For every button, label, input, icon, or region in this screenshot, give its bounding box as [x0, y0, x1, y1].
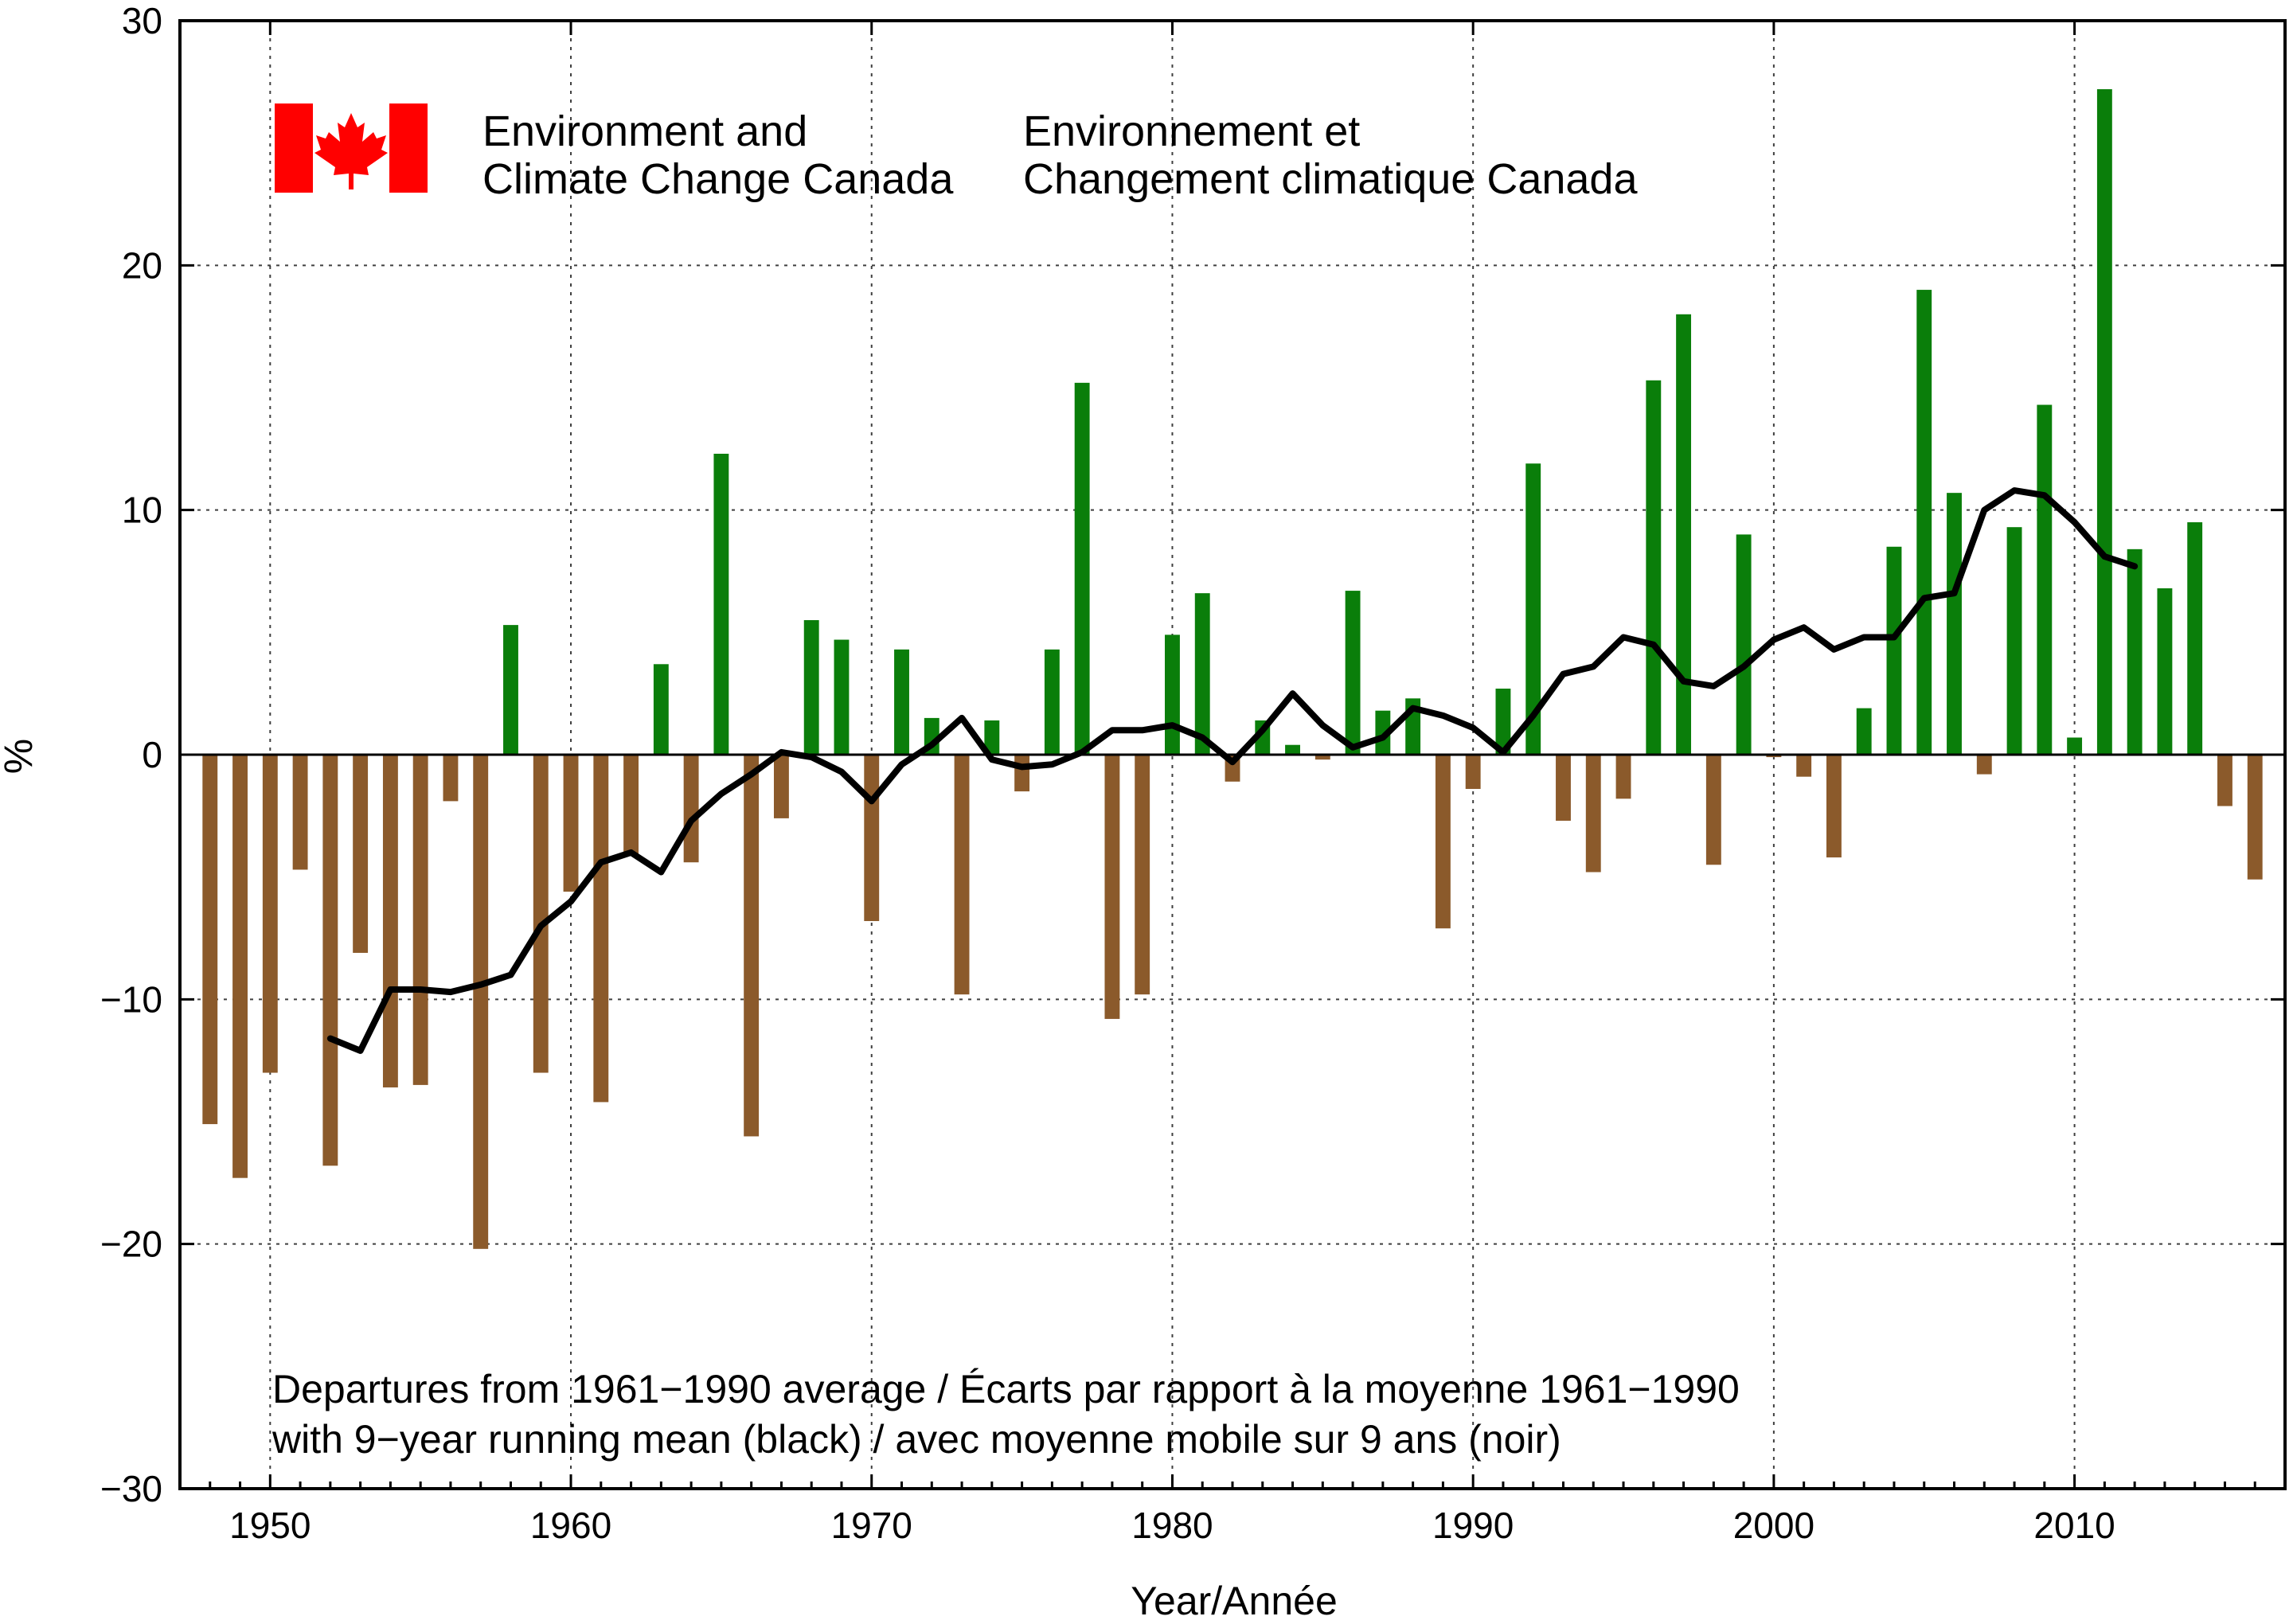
bar-1976	[1044, 649, 1060, 755]
bar-1978	[1104, 755, 1120, 1019]
x-tick-label: 2000	[1733, 1505, 1814, 1546]
bar-1954	[382, 755, 398, 1087]
org-name-en-line1: Environment and	[482, 107, 807, 155]
bar-1960	[563, 755, 579, 892]
bar-1984	[1285, 744, 1300, 755]
departure-bars	[202, 89, 2263, 1249]
bar-1987	[1375, 710, 1391, 755]
bar-1949	[232, 755, 248, 1178]
bar-1971	[894, 649, 909, 755]
bar-1968	[803, 619, 819, 755]
x-tick-label: 1950	[229, 1505, 311, 1546]
bar-1970	[864, 755, 880, 921]
bar-1952	[322, 755, 338, 1166]
bar-1994	[1585, 755, 1601, 873]
bar-1981	[1194, 593, 1210, 755]
bar-1950	[262, 755, 278, 1073]
bar-1985	[1314, 755, 1330, 760]
bar-1980	[1165, 634, 1180, 755]
bar-1999	[1736, 534, 1752, 755]
bar-1986	[1345, 591, 1361, 755]
bar-2014	[2187, 522, 2203, 755]
bar-2003	[1856, 708, 1872, 755]
bar-1992	[1525, 463, 1541, 755]
x-axis-title: Year/Année	[1131, 1579, 1338, 1623]
chart-note-line2: with 9−year running mean (black) / avec …	[271, 1417, 1561, 1462]
bar-2016	[2247, 755, 2263, 880]
x-tick-label: 2010	[2033, 1505, 2115, 1546]
bar-1974	[984, 720, 1000, 755]
bar-2006	[1947, 493, 1962, 755]
bar-1973	[954, 755, 970, 995]
bar-2011	[2096, 89, 2112, 755]
bar-2007	[1976, 755, 1992, 775]
grid	[180, 21, 2285, 1489]
canada-flag-icon	[275, 103, 428, 193]
bar-1956	[443, 755, 459, 802]
bar-2005	[1916, 290, 1932, 755]
y-tick-label: 20	[122, 244, 162, 286]
bar-2002	[1826, 755, 1842, 858]
bar-1948	[202, 755, 218, 1125]
bar-1965	[713, 453, 729, 755]
bar-2010	[2067, 737, 2083, 755]
bar-2012	[2127, 548, 2143, 755]
y-tick-label: −20	[100, 1224, 162, 1265]
bar-2009	[2037, 404, 2053, 755]
x-tick-label: 1960	[530, 1505, 611, 1546]
y-tick-label: 10	[122, 490, 162, 531]
org-name-fr-line2: Changement climatique Canada	[1023, 155, 1638, 203]
bar-1996	[1646, 380, 1662, 755]
bar-1957	[473, 755, 489, 1249]
bar-1989	[1435, 755, 1451, 929]
bar-1979	[1135, 755, 1150, 995]
bar-1966	[744, 755, 760, 1137]
bar-1962	[623, 755, 639, 856]
bar-1963	[653, 664, 669, 755]
y-tick-label: 0	[142, 734, 162, 775]
bar-2015	[2217, 755, 2232, 806]
bar-1959	[533, 755, 549, 1073]
y-tick-label: 30	[122, 0, 162, 41]
bar-1975	[1014, 755, 1030, 792]
y-tick-label: −30	[100, 1468, 162, 1509]
bar-1955	[412, 755, 428, 1085]
bar-2001	[1796, 755, 1812, 777]
bar-1977	[1074, 382, 1090, 755]
bar-1953	[353, 755, 369, 953]
org-name-en-line2: Climate Change Canada	[482, 155, 954, 203]
x-tick-label: 1980	[1131, 1505, 1213, 1546]
bar-1961	[593, 755, 609, 1103]
bar-1969	[834, 639, 850, 755]
chart-note-line1: Departures from 1961−1990 average / Écar…	[272, 1367, 1740, 1411]
running-mean-line	[326, 487, 2139, 1054]
x-tick-label: 1990	[1432, 1505, 1514, 1546]
org-name-fr-line1: Environnement et	[1023, 107, 1360, 155]
y-tick-label: −10	[100, 978, 162, 1020]
bar-1993	[1556, 755, 1571, 821]
bar-2004	[1886, 546, 1902, 755]
bar-1998	[1705, 755, 1721, 865]
y-axis-title: %	[0, 739, 41, 774]
bar-1995	[1615, 755, 1631, 799]
axis-ticks: −30 −20 −10 0 10 20 30 1950 1960 1970 1980 1990 2000…	[100, 0, 2285, 1546]
bar-2013	[2157, 588, 2173, 755]
bar-1997	[1676, 314, 1692, 755]
bar-1967	[773, 755, 789, 818]
bar-1951	[292, 755, 308, 870]
x-tick-label: 1970	[831, 1505, 912, 1546]
bar-2000	[1766, 755, 1782, 758]
bar-2008	[2006, 527, 2022, 755]
bar-1958	[503, 625, 518, 755]
bar-1990	[1465, 755, 1481, 790]
bar-1991	[1495, 689, 1511, 755]
bar-1964	[683, 755, 699, 863]
